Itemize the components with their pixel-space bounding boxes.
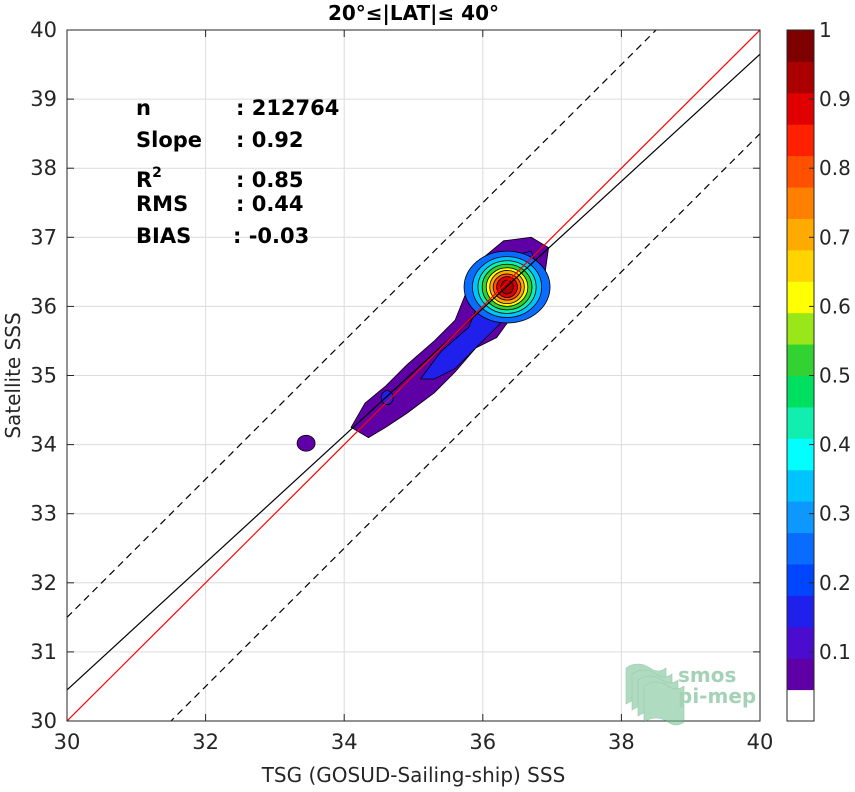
regression-fit-line bbox=[67, 53, 760, 691]
isolated-density-blob bbox=[296, 434, 316, 452]
colorbar-tick-label: 0.2 bbox=[819, 571, 851, 595]
colorbar-swatch bbox=[787, 501, 814, 534]
y-tick-label: 35 bbox=[30, 364, 57, 388]
colorbar-swatch bbox=[787, 155, 814, 188]
x-tick-label: 40 bbox=[747, 730, 774, 754]
colorbar-swatch bbox=[787, 218, 814, 251]
stat-superscript: 2 bbox=[152, 165, 162, 181]
stat-value-r: : 0.85 bbox=[236, 168, 304, 192]
stat-label-slope: Slope bbox=[136, 128, 202, 152]
colorbar-swatch bbox=[787, 61, 814, 94]
y-tick-label: 34 bbox=[30, 433, 57, 457]
colorbar-tick-label: 0.6 bbox=[819, 294, 851, 318]
x-tick-label: 36 bbox=[469, 730, 496, 754]
stat-value-bias: : -0.03 bbox=[233, 224, 309, 248]
stat-label-rms: RMS bbox=[136, 192, 188, 216]
colorbar-tick-label: 0.3 bbox=[819, 502, 851, 526]
y-tick-label: 33 bbox=[30, 502, 57, 526]
logo-wave-icon bbox=[643, 681, 685, 726]
y-tick-label: 30 bbox=[30, 709, 57, 733]
colorbar-swatch bbox=[787, 563, 814, 596]
stat-label-n: n bbox=[136, 96, 151, 120]
identity-line bbox=[67, 30, 760, 721]
colorbar-swatch bbox=[787, 532, 814, 565]
colorbar-tick-label: 0.8 bbox=[819, 156, 851, 180]
x-tick-label: 34 bbox=[331, 730, 358, 754]
colorbar-swatch bbox=[787, 124, 814, 157]
colorbar-tick-label: 0.5 bbox=[819, 364, 851, 388]
y-tick-label: 36 bbox=[30, 294, 57, 318]
y-tick-label: 38 bbox=[30, 156, 57, 180]
x-tick-label: 30 bbox=[54, 730, 81, 754]
colorbar-swatch bbox=[787, 406, 814, 439]
colorbar-tick-label: 1 bbox=[819, 18, 832, 42]
colorbar-swatch bbox=[787, 595, 814, 628]
colorbar-tick-label: 0.9 bbox=[819, 87, 851, 111]
y-tick-label: 31 bbox=[30, 640, 57, 664]
stat-value-rms: : 0.44 bbox=[236, 192, 304, 216]
colorbar-swatch bbox=[787, 312, 814, 345]
colorbar-swatch bbox=[787, 689, 814, 722]
y-axis-label: Satellite SSS bbox=[1, 312, 25, 438]
colorbar-swatch bbox=[787, 187, 814, 219]
stat-value-n: : 212764 bbox=[236, 96, 339, 120]
y-tick-label: 40 bbox=[30, 18, 57, 42]
stat-label-bias: BIAS bbox=[136, 224, 191, 248]
plot-contents bbox=[67, 30, 760, 721]
logo-text-line1: smos bbox=[678, 663, 736, 687]
colorbar-swatch bbox=[787, 626, 814, 659]
y-tick-label: 37 bbox=[30, 225, 57, 249]
colorbar-swatch bbox=[787, 469, 814, 502]
colorbar-tick-label: 0.7 bbox=[819, 225, 851, 249]
colorbar-swatch bbox=[787, 344, 814, 376]
chart-title: 20°≤|LAT|≤ 40° bbox=[328, 1, 499, 25]
y-tick-label: 39 bbox=[30, 87, 57, 111]
colorbar-swatch bbox=[787, 30, 814, 62]
logo-text-line2: pi-mep bbox=[678, 684, 756, 708]
colorbar-swatch bbox=[787, 658, 814, 691]
x-tick-label: 32 bbox=[192, 730, 219, 754]
x-tick-label: 38 bbox=[608, 730, 635, 754]
colorbar-swatch bbox=[787, 92, 814, 125]
colorbar-swatch bbox=[787, 375, 814, 408]
colorbar-tick-label: 0.1 bbox=[819, 640, 851, 664]
colorbar-swatch bbox=[787, 249, 814, 282]
y-tick-label: 32 bbox=[30, 571, 57, 595]
colorbar-swatch bbox=[787, 281, 814, 314]
x-axis-label: TSG (GOSUD-Sailing-ship) SSS bbox=[261, 763, 566, 787]
colorbar-tick-label: 0.4 bbox=[819, 433, 851, 457]
colorbar-swatch bbox=[787, 438, 814, 471]
stat-value-slope: : 0.92 bbox=[236, 128, 304, 152]
